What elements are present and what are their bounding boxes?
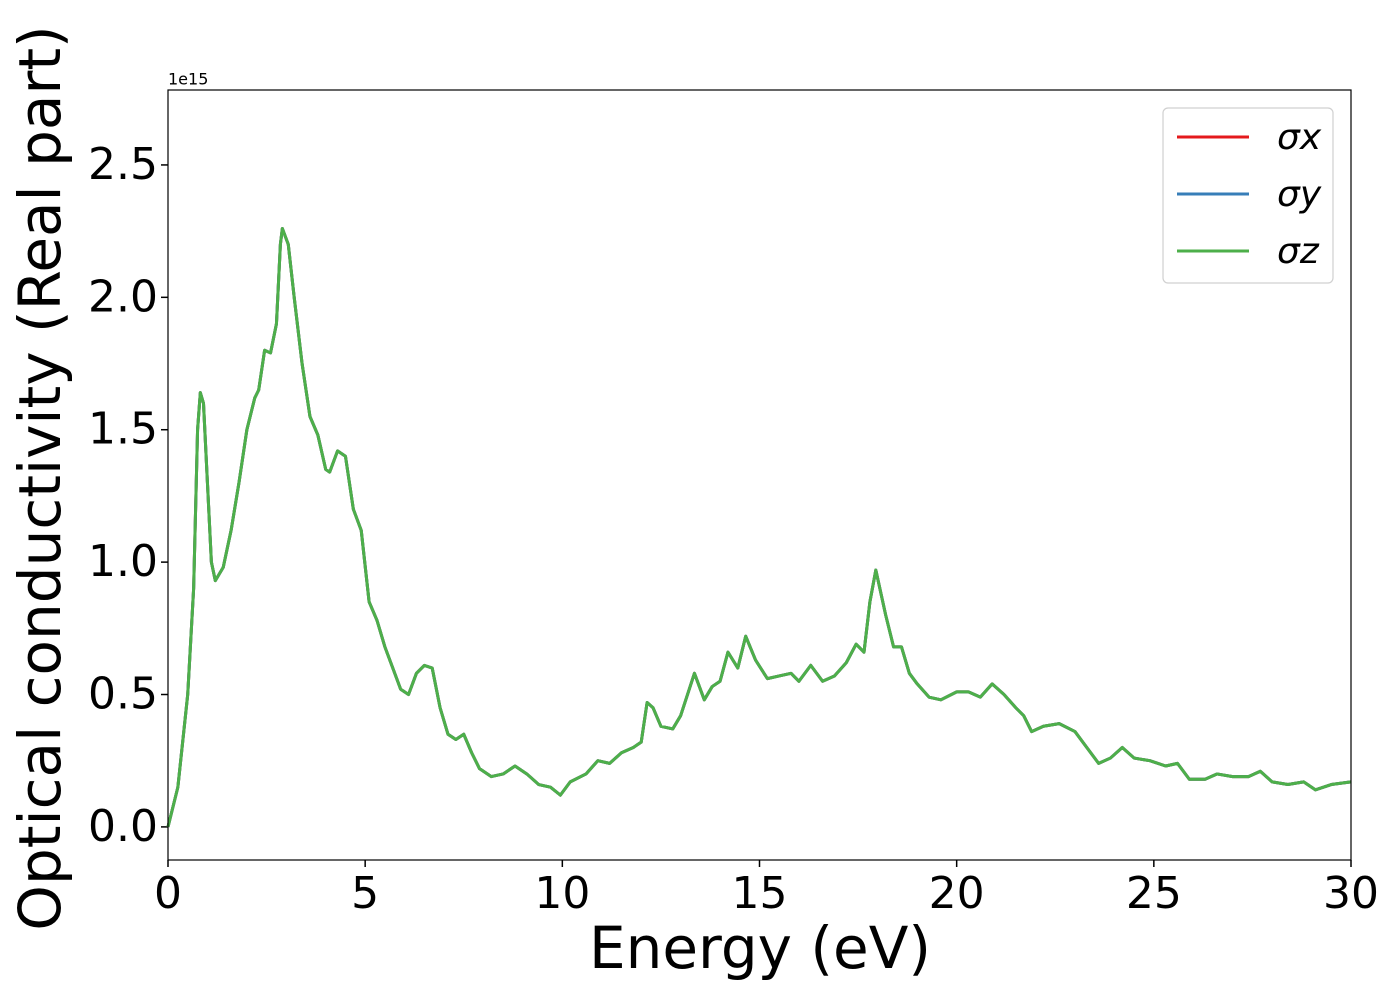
- x-tick-label: 0: [154, 868, 182, 919]
- x-tick-label: 5: [351, 868, 379, 919]
- x-tick-label: 10: [534, 868, 590, 919]
- x-tick-label: 20: [929, 868, 985, 919]
- legend-label: σx: [1277, 117, 1322, 158]
- x-tick-label: 30: [1323, 868, 1379, 919]
- x-axis-label: Energy (eV): [589, 914, 931, 982]
- line-series: [166, 226, 1352, 828]
- line-series: [166, 226, 1352, 828]
- x-tick-label: 25: [1126, 868, 1182, 919]
- plot-frame: [167, 89, 1352, 861]
- y-tick-label: 2.0: [88, 271, 158, 322]
- y-axis-label: Optical conductivity (Real part): [6, 25, 74, 930]
- y-tick-label: 2.5: [88, 139, 158, 190]
- line-series: [166, 226, 1352, 828]
- y-tick-label: 1.5: [88, 404, 158, 455]
- y-tick-label: 0.5: [88, 669, 158, 720]
- legend-label: σy: [1277, 174, 1322, 215]
- y-offset-label: 1e15: [168, 70, 208, 89]
- y-tick-label: 0.0: [88, 801, 158, 852]
- legend-label: σz: [1277, 231, 1320, 272]
- x-tick-label: 15: [732, 868, 788, 919]
- y-tick-label: 1.0: [88, 536, 158, 587]
